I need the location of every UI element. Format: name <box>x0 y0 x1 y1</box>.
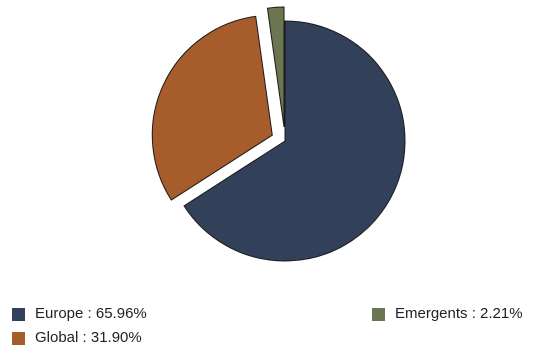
pie-slice-emergents <box>266 6 285 128</box>
legend-label-europe: Europe : 65.96% <box>35 305 147 322</box>
pie-slice-global <box>151 15 273 201</box>
pie-plot-area <box>151 6 406 262</box>
legend-label-emergents: Emergents : 2.21% <box>395 305 523 322</box>
legend-item-global: Global : 31.90% <box>12 329 142 347</box>
legend-item-europe: Europe : 65.96% <box>12 305 147 323</box>
legend-swatch-europe <box>12 307 25 321</box>
legend-label-global: Global : 31.90% <box>35 329 142 346</box>
legend-item-emergents: Emergents : 2.21% <box>372 305 523 323</box>
pie-slice-europe <box>183 20 406 262</box>
legend-swatch-emergents <box>372 307 385 321</box>
legend-swatch-global <box>12 331 25 345</box>
